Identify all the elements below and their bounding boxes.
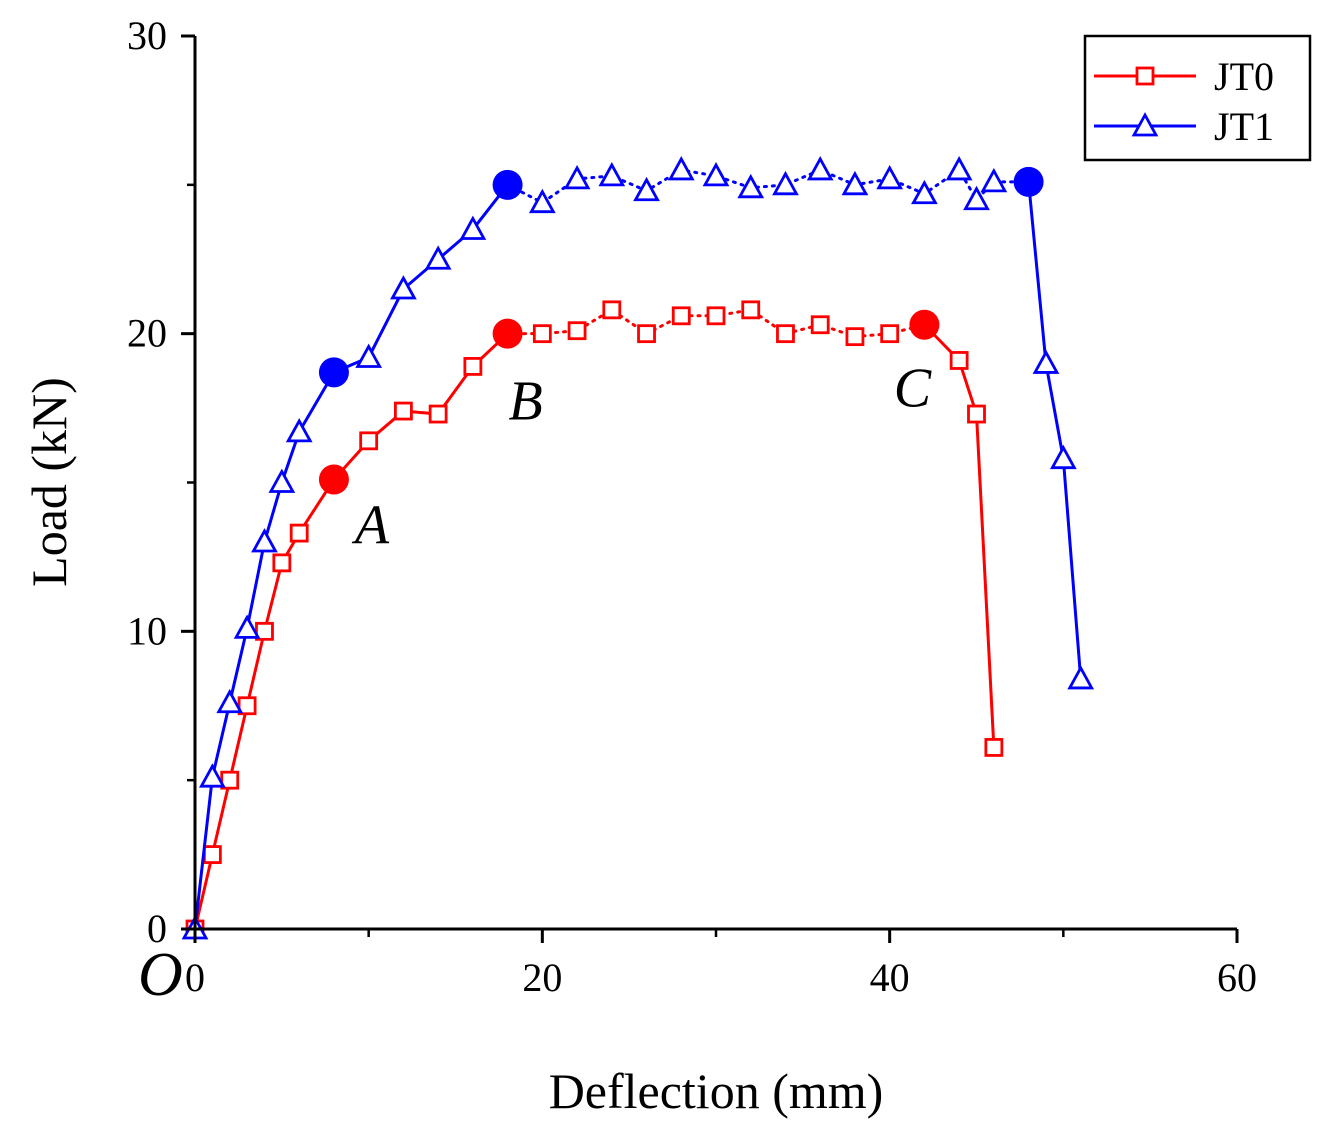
y-tick-label: 10 bbox=[127, 608, 167, 653]
jt1-point bbox=[355, 343, 383, 368]
jt0-key-point bbox=[492, 318, 523, 349]
jt0-point bbox=[532, 324, 552, 344]
jt1-point bbox=[876, 164, 904, 190]
jt1-point bbox=[667, 156, 695, 181]
y-tick-label: 0 bbox=[147, 906, 167, 951]
jt1-point bbox=[216, 688, 244, 714]
jt1-point bbox=[633, 176, 660, 202]
jt1-point bbox=[198, 763, 226, 788]
origin-label: O bbox=[138, 941, 183, 1009]
jt1-line-rise bbox=[193, 183, 509, 930]
jt1-key-point bbox=[318, 357, 349, 388]
jt1-point bbox=[285, 417, 313, 443]
jt1-point bbox=[251, 528, 278, 553]
jt1-point bbox=[459, 215, 487, 240]
jt0-line-descent bbox=[923, 323, 996, 748]
jt1-point bbox=[945, 156, 973, 181]
jt1-key-point bbox=[492, 169, 523, 200]
jt0-point bbox=[776, 324, 795, 344]
jt1-point bbox=[1067, 665, 1095, 690]
x-axis-title: Deflection (mm) bbox=[549, 1063, 884, 1119]
legend-label-jt0: JT0 bbox=[1214, 54, 1274, 99]
jt0-point bbox=[880, 324, 900, 344]
annotation-c: C bbox=[894, 358, 932, 420]
x-tick-label: 20 bbox=[522, 955, 562, 1000]
y-axis-title: Load (kN) bbox=[21, 377, 77, 587]
jt0-point bbox=[220, 770, 240, 790]
x-tick-label: 40 bbox=[870, 955, 910, 1000]
legend-label-jt1: JT1 bbox=[1214, 104, 1274, 149]
jt1-key-point bbox=[1013, 166, 1044, 197]
jt0-point bbox=[949, 351, 969, 370]
labels-layer: Deflection (mm) Load (kN) O bbox=[21, 377, 883, 1119]
jt0-point bbox=[359, 431, 379, 451]
jt1-point bbox=[268, 468, 296, 493]
jt0-point bbox=[810, 315, 830, 335]
y-tick-label: 20 bbox=[127, 311, 167, 356]
jt1-line-descent bbox=[1027, 181, 1083, 680]
jt1-point bbox=[806, 156, 834, 181]
jt1-point bbox=[424, 245, 452, 270]
jt0-point bbox=[967, 404, 986, 424]
jt1-point bbox=[1032, 349, 1060, 374]
jt0-point bbox=[567, 321, 587, 341]
jt0-point bbox=[428, 404, 448, 424]
jt0-point bbox=[255, 621, 274, 641]
x-tick-label: 60 bbox=[1217, 955, 1257, 1000]
legend-box bbox=[1083, 34, 1312, 162]
x-tick-label: 0 bbox=[185, 955, 205, 1000]
jt0-point bbox=[602, 300, 622, 320]
legend-marker-jt0 bbox=[1135, 66, 1155, 86]
jt1-point bbox=[772, 170, 799, 196]
legend-marker-jt1 bbox=[1131, 112, 1159, 137]
jt0-point bbox=[984, 738, 1004, 757]
jt0-point bbox=[393, 401, 413, 421]
jt1-point bbox=[1049, 444, 1077, 470]
jt0-point bbox=[202, 845, 222, 864]
jt1-point bbox=[598, 161, 626, 187]
jt0-point bbox=[671, 306, 691, 326]
jt1-point bbox=[528, 188, 556, 214]
jt1-point bbox=[980, 167, 1008, 193]
jt1-point bbox=[737, 173, 765, 199]
jt0-point bbox=[237, 696, 257, 716]
jt1-point bbox=[911, 179, 938, 205]
annotation-a: A bbox=[351, 495, 390, 557]
jt1-point bbox=[233, 614, 261, 639]
jt0-point bbox=[289, 523, 309, 543]
jt0-point bbox=[741, 300, 761, 320]
jt1-point bbox=[702, 161, 730, 187]
jt0-key-point bbox=[909, 309, 940, 340]
jt1-point bbox=[390, 275, 417, 300]
jt0-point bbox=[706, 306, 726, 326]
annotation-b: B bbox=[508, 371, 542, 433]
series-layer: A B C bbox=[181, 156, 1095, 940]
jt0-point bbox=[463, 357, 483, 376]
ticks-layer: 0 20 40 60 0 10 20 30 bbox=[127, 13, 1257, 1000]
jt0-point bbox=[272, 553, 292, 573]
jt0-key-point bbox=[318, 464, 349, 495]
jt1-point bbox=[963, 185, 990, 211]
jt0-point bbox=[637, 324, 656, 344]
jt1-point bbox=[563, 164, 591, 190]
jt1-point bbox=[841, 170, 869, 196]
jt0-point bbox=[845, 327, 865, 347]
y-tick-label: 30 bbox=[127, 13, 167, 58]
